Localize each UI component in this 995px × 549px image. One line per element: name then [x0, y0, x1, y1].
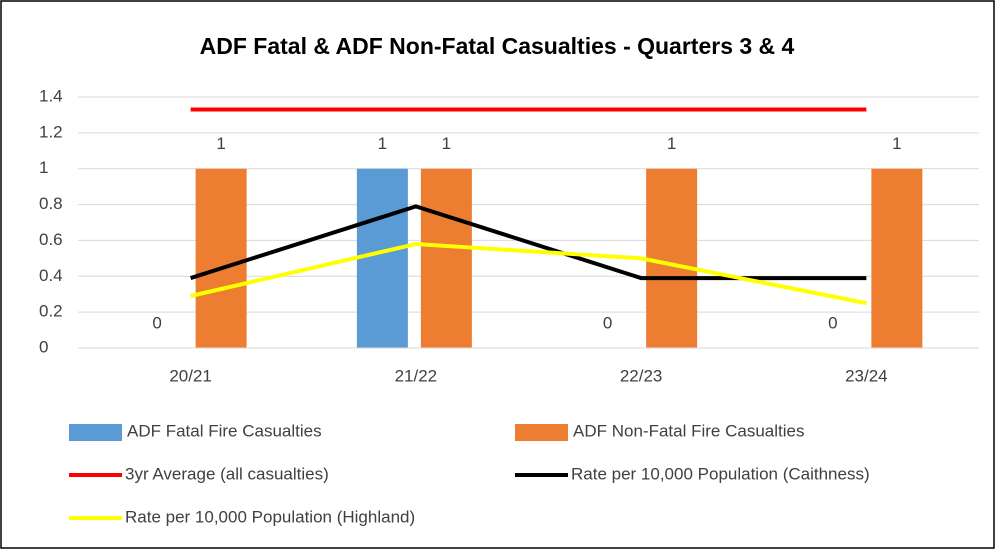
y-tick-label: 0.8 [39, 194, 63, 213]
bar [420, 168, 472, 348]
data-label: 1 [442, 134, 451, 153]
y-tick-label: 1 [39, 158, 48, 177]
x-tick-label: 21/22 [395, 366, 438, 385]
legend-label: ADF Non-Fatal Fire Casualties [573, 421, 804, 440]
data-label: 1 [892, 134, 901, 153]
x-tick-label: 20/21 [169, 366, 212, 385]
legend-label: ADF Fatal Fire Casualties [127, 421, 322, 440]
bar [871, 168, 923, 348]
x-tick-label: 22/23 [620, 366, 663, 385]
chart-title: ADF Fatal & ADF Non-Fatal Casualties - Q… [200, 33, 795, 59]
legend-label: Rate per 10,000 Population (Caithness) [571, 464, 870, 483]
y-tick-label: 1.4 [39, 86, 63, 105]
bar [356, 168, 408, 348]
line [190, 242, 867, 306]
data-label: 1 [667, 134, 676, 153]
y-tick-label: 0 [39, 337, 48, 356]
line [190, 204, 867, 281]
data-label: 1 [216, 134, 225, 153]
legend-swatch [69, 424, 122, 441]
y-tick-label: 0.6 [39, 230, 63, 249]
data-label: 1 [378, 134, 387, 153]
data-label: 0 [603, 313, 612, 332]
legend-swatch [515, 424, 568, 441]
bar [646, 168, 698, 348]
data-label: 0 [828, 313, 837, 332]
x-tick-label: 23/24 [845, 366, 888, 385]
y-tick-label: 0.4 [39, 266, 63, 285]
legend-label: 3yr Average (all casualties) [125, 464, 329, 483]
bar [195, 168, 247, 348]
y-tick-label: 0.2 [39, 302, 63, 321]
legend-label: Rate per 10,000 Population (Highland) [125, 507, 415, 526]
data-label: 0 [152, 313, 161, 332]
y-tick-label: 1.2 [39, 122, 63, 141]
